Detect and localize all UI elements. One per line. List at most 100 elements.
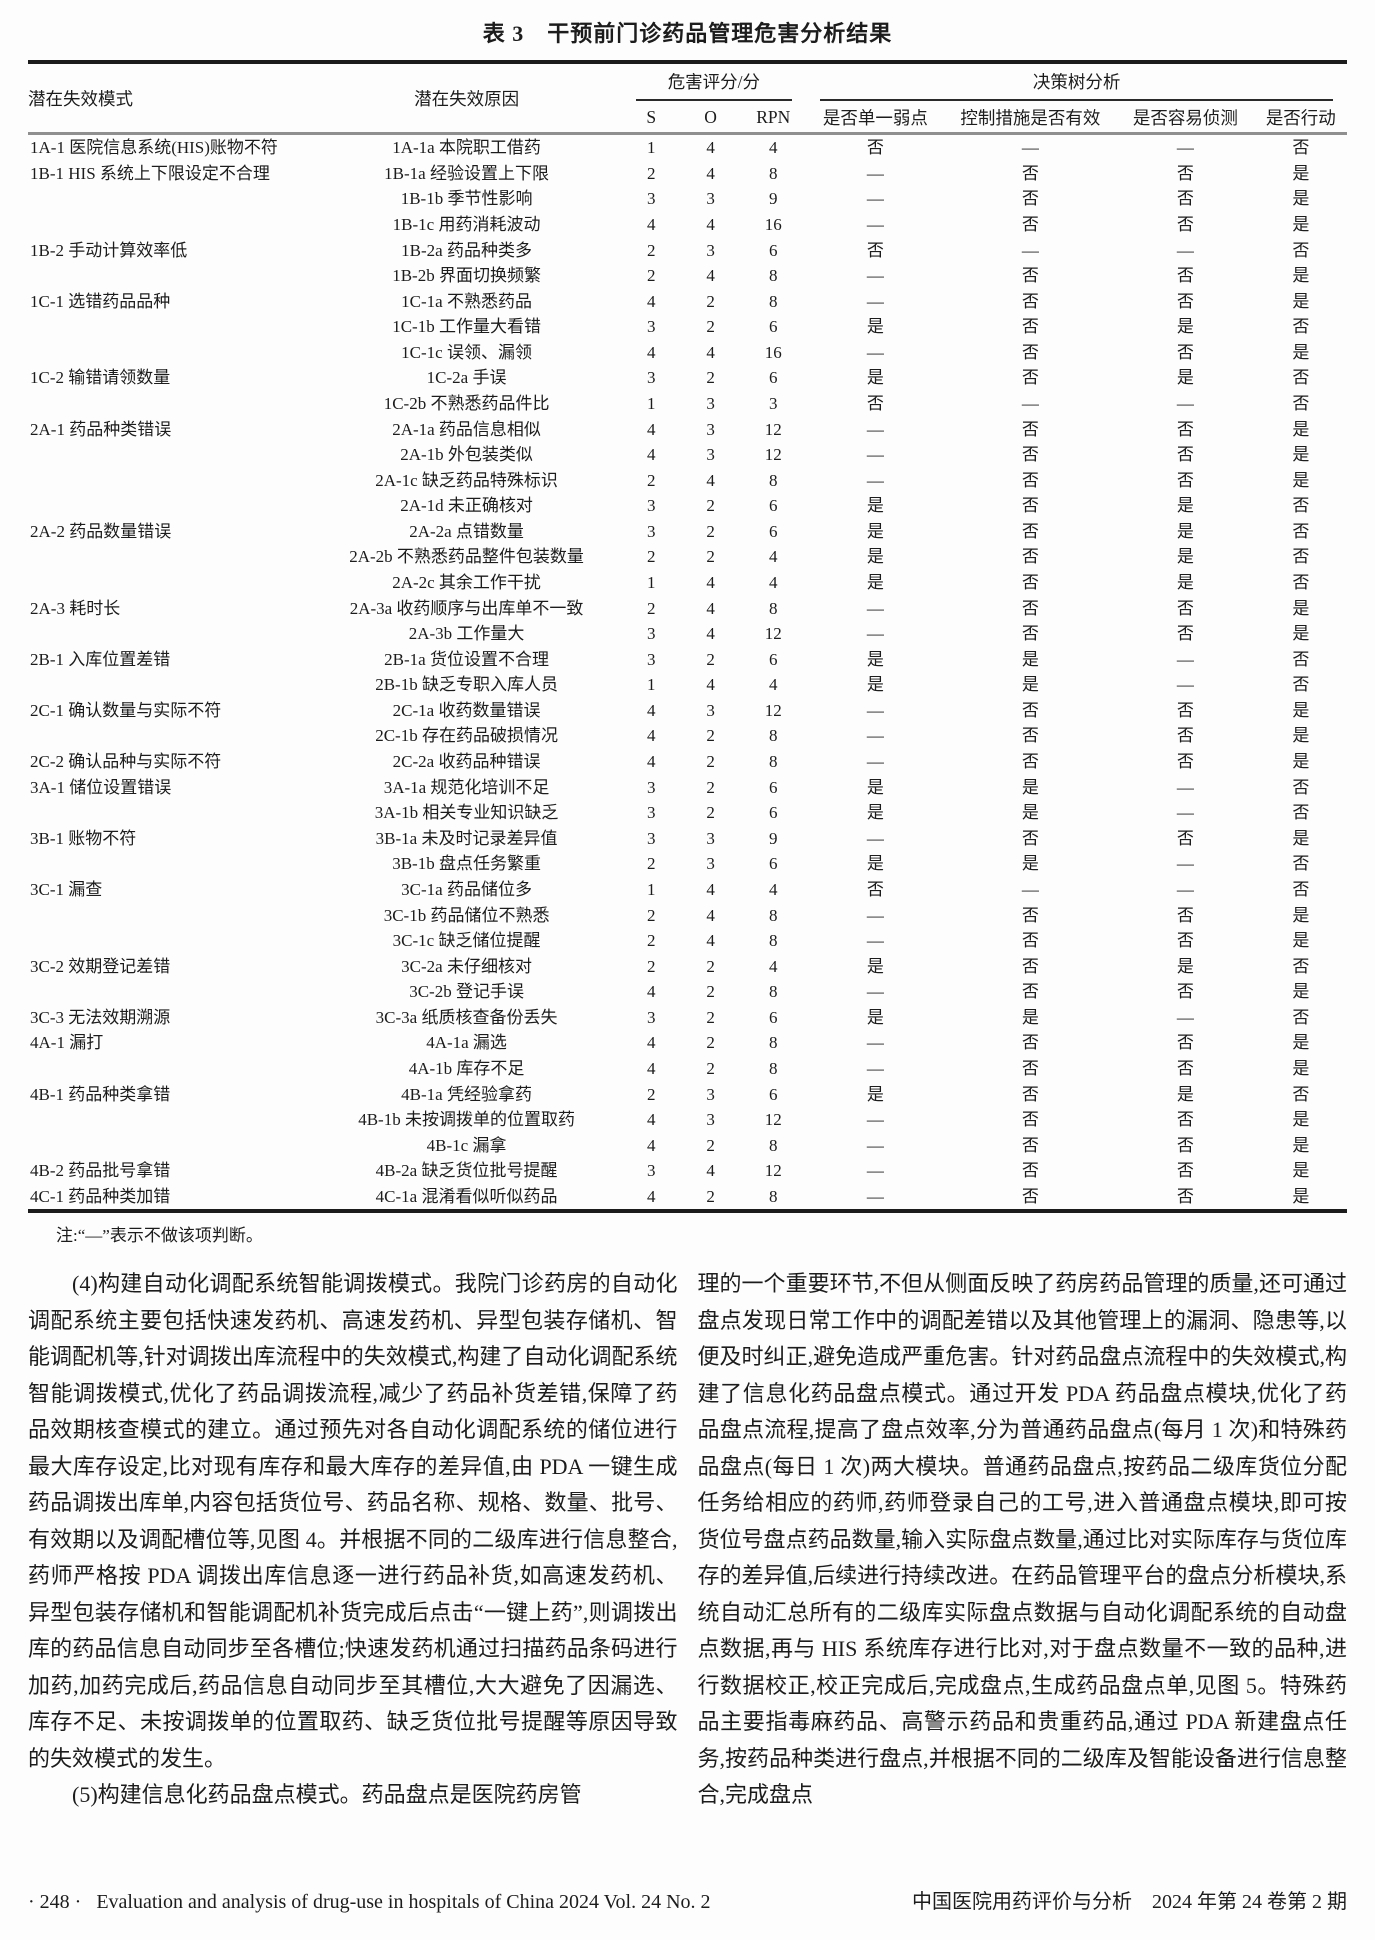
- header-score-group-label: 危害评分/分: [635, 66, 793, 101]
- table-cell: 3A-1 储位设置错误: [30, 777, 172, 797]
- table-cell: 9: [768, 828, 778, 848]
- table-row: 1B-2b 界面切换频繁 2 4 8 — 否 否 是: [28, 263, 1347, 289]
- table-cell: 6: [768, 496, 778, 516]
- table-cell: 3B-1a 未及时记录差异值: [375, 828, 558, 848]
- table-cell: 是: [866, 317, 884, 337]
- table-cell: 是: [1176, 573, 1194, 593]
- table-cell: 8: [768, 982, 778, 1002]
- table-cell: 2: [646, 163, 656, 183]
- page-content: 表 3 干预前门诊药品管理危害分析结果 潜在失效模式 潜在失效原因 危害评分/分: [28, 21, 1347, 1814]
- table-cell: 是: [866, 368, 884, 388]
- table-cell: 2: [706, 726, 715, 746]
- table-cell: —: [1021, 879, 1039, 899]
- table-cell: 4: [646, 1033, 656, 1053]
- table-cell: 3A-1b 相关专业知识缺乏: [374, 803, 559, 823]
- table-cell: 否: [1176, 700, 1194, 720]
- table-cell: —: [1176, 1007, 1194, 1027]
- table-cell: 1B-2a 药品种类多: [401, 240, 532, 260]
- table-cell: 否: [1176, 1161, 1194, 1181]
- table-cell: —: [866, 931, 884, 951]
- table-cell: 1B-1a 经验设置上下限: [384, 163, 549, 183]
- table-cell: 否: [1176, 931, 1194, 951]
- body-right-column: 理的一个重要环节,不但从侧面反映了药房药品管理的质量,还可通过盘点发现日常工作中…: [698, 1266, 1348, 1814]
- table-cell: 是: [1292, 1186, 1310, 1206]
- table-cell: —: [1176, 854, 1194, 874]
- table-cell: 否: [1021, 445, 1039, 465]
- table-cell: 3: [706, 854, 715, 874]
- table-cell: 1B-2 手动计算效率低: [30, 240, 188, 260]
- table-row: 2C-2 确认品种与实际不符 2C-2a 收药品种错误 4 2 8 — 否 否 是: [28, 749, 1347, 775]
- table-cell: —: [1176, 138, 1194, 158]
- table-cell: —: [866, 163, 884, 183]
- header-score-group: 危害评分/分: [622, 62, 807, 103]
- table-cell: —: [866, 342, 884, 362]
- table-cell: 否: [866, 138, 884, 158]
- table-cell: 否: [1292, 138, 1310, 158]
- table-cell: 4: [706, 214, 715, 234]
- table-cell: [28, 391, 312, 417]
- table-cell: 4C-1 药品种类加错: [30, 1186, 171, 1206]
- table-cell: 否: [1021, 573, 1039, 593]
- table-row: 2A-1c 缺乏药品特殊标识 2 4 8 — 否 否 是: [28, 468, 1347, 494]
- table-cell: 6: [768, 1007, 778, 1027]
- table-cell: 1B-1 HIS 系统上下限设定不合理: [30, 163, 270, 183]
- table-cell: 1: [646, 675, 656, 695]
- table-cell: 是: [1292, 163, 1310, 183]
- table-cell: 4: [706, 138, 715, 158]
- table-cell: 是: [866, 649, 884, 669]
- table-cell: 4: [646, 1059, 656, 1078]
- table-cell: 1A-1 医院信息系统(HIS)账物不符: [30, 138, 278, 158]
- table-cell: 否: [1292, 317, 1310, 337]
- table-cell: 否: [1292, 547, 1310, 567]
- table-cell: 否: [1292, 803, 1310, 823]
- table-cell: —: [866, 1110, 884, 1130]
- body-text: (4)构建自动化调配系统智能调拨模式。我院门诊药房的自动化调配系统主要包括快速发…: [28, 1266, 1347, 1814]
- table-cell: 否: [1021, 266, 1039, 286]
- table-cell: 4B-1c 漏拿: [426, 1135, 507, 1155]
- table-cell: 3: [706, 393, 715, 413]
- table-cell: 3C-2b 登记手误: [409, 982, 524, 1002]
- table-cell: 12: [764, 624, 782, 644]
- table-cell: 3: [646, 803, 656, 823]
- table-cell: 是: [866, 521, 884, 541]
- table-cell: 否: [1021, 1110, 1039, 1130]
- table-cell: 2: [646, 931, 656, 951]
- table-cell: 8: [768, 163, 778, 183]
- table-cell: 2: [646, 266, 656, 286]
- table-row: 3C-2b 登记手误 4 2 8 — 否 否 是: [28, 979, 1347, 1005]
- table-cell: 否: [1021, 905, 1039, 925]
- table-cell: 3: [706, 240, 715, 260]
- table-row: 4A-1 漏打 4A-1a 漏选 4 2 8 — 否 否 是: [28, 1030, 1347, 1056]
- table-row: 2B-1 入库位置差错 2B-1a 货位设置不合理 3 2 6 是 是 — 否: [28, 647, 1347, 673]
- table-cell: —: [866, 470, 884, 490]
- table-row: 3C-1 漏查 3C-1a 药品储位多 1 4 4 否 — — 否: [28, 877, 1347, 903]
- table-cell: 6: [768, 854, 778, 874]
- table-cell: 3: [646, 521, 656, 541]
- header-failure-cause: 潜在失效原因: [414, 88, 520, 109]
- table-cell: 否: [1021, 496, 1039, 516]
- table-cell: 是: [1292, 189, 1310, 209]
- table-cell: 2C-2a 收药品种错误: [392, 752, 541, 772]
- table-cell: 2B-1a 货位设置不合理: [384, 649, 549, 669]
- table-cell: 4: [646, 1110, 656, 1130]
- table-cell: 4: [768, 956, 778, 976]
- table-cell: —: [866, 419, 884, 439]
- table-cell: 2: [706, 291, 715, 311]
- table-cell: —: [1176, 803, 1194, 823]
- table-cell: —: [866, 624, 884, 644]
- table-cell: [28, 544, 312, 570]
- table-cell: 8: [768, 1059, 778, 1078]
- table-row: 2A-1b 外包装类似 4 3 12 — 否 否 是: [28, 442, 1347, 468]
- table-cell: 4: [646, 214, 656, 234]
- table-cell: 是: [1021, 854, 1039, 874]
- table-cell: 否: [1021, 956, 1039, 976]
- table-cell: —: [1021, 393, 1039, 413]
- table-row: 3A-1b 相关专业知识缺乏 3 2 6 是 是 — 否: [28, 800, 1347, 826]
- table-cell: [28, 902, 312, 928]
- table-cell: 6: [768, 803, 778, 823]
- table-cell: —: [866, 445, 884, 465]
- table-cell: [28, 340, 312, 366]
- table-row: 2A-2b 不熟悉药品整件包装数量 2 2 4 是 否 是 否: [28, 544, 1347, 570]
- table-cell: —: [866, 752, 884, 772]
- table-cell: —: [866, 828, 884, 848]
